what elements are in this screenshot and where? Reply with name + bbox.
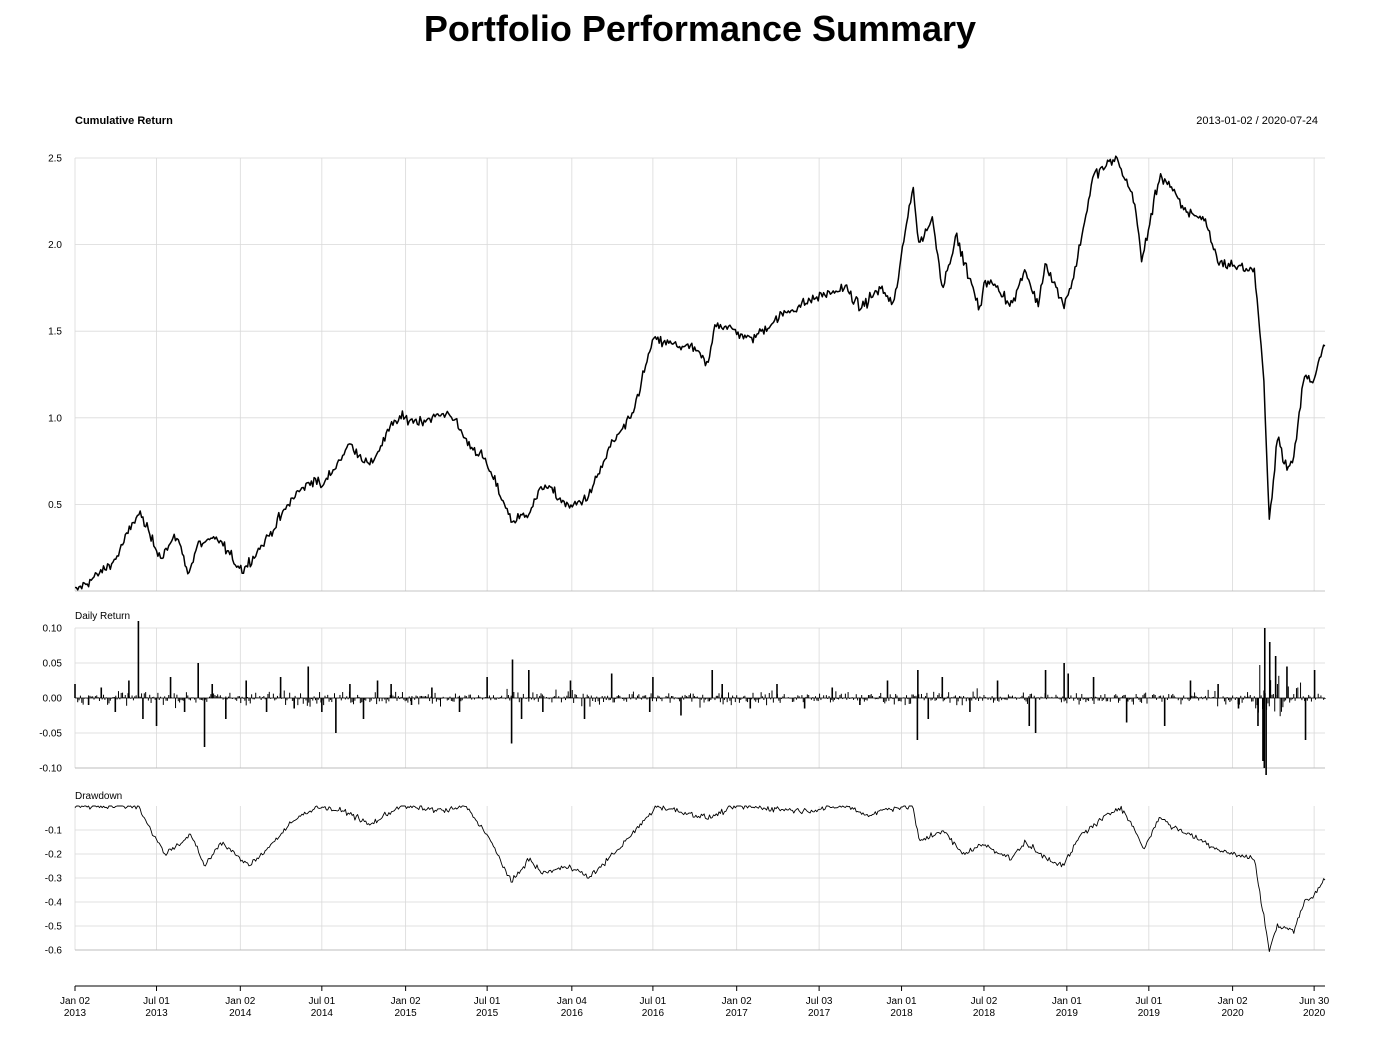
- x-tick-label-date: Jan 01: [1052, 996, 1082, 1007]
- date-range-label: 2013-01-02 / 2020-07-24: [1196, 115, 1318, 127]
- x-tick-label-year: 2013: [64, 1008, 87, 1019]
- x-tick-label-date: Jul 01: [308, 996, 335, 1007]
- x-tick-label-date: Jun 30: [1299, 996, 1329, 1007]
- x-tick-label-date: Jan 04: [557, 996, 587, 1007]
- x-tick-label-date: Jul 01: [1135, 996, 1162, 1007]
- drawdown-ytick-label: -0.6: [45, 946, 63, 957]
- drawdown-ytick-label: -0.5: [45, 922, 63, 933]
- x-tick-label-year: 2018: [973, 1008, 996, 1019]
- x-tick-label-year: 2018: [890, 1008, 913, 1019]
- grid-layer: [74, 157, 1325, 951]
- x-tick-label-year: 2019: [1138, 1008, 1161, 1019]
- x-tick-label-year: 2016: [642, 1008, 665, 1019]
- daily-return-title: Daily Return: [75, 611, 130, 622]
- x-tick-label-date: Jul 02: [971, 996, 998, 1007]
- x-tick-label-year: 2017: [726, 1008, 749, 1019]
- cumulative-return-ytick-label: 2.0: [48, 240, 62, 251]
- x-tick-label-year: 2020: [1221, 1008, 1244, 1019]
- daily-return-ytick-label: 0.00: [43, 694, 63, 705]
- x-tick-label-year: 2014: [229, 1008, 252, 1019]
- chart-main-title: Portfolio Performance Summary: [423, 8, 977, 49]
- x-tick-label-year: 2019: [1056, 1008, 1079, 1019]
- axes-layer: 0.5 1.0 1.5 2.0 2.5 0.10 0.05 0.00 -0.05 -0.10 -0.…: [39, 154, 1329, 1020]
- x-tick-label-year: 2016: [561, 1008, 584, 1019]
- drawdown-ytick-label: -0.1: [45, 826, 63, 837]
- drawdown-series-line: [74, 805, 1326, 953]
- x-tick-label-date: Jul 01: [143, 996, 170, 1007]
- x-tick-label-year: 2020: [1303, 1008, 1326, 1019]
- drawdown-ytick-label: -0.2: [45, 850, 63, 861]
- x-tick-label-year: 2013: [145, 1008, 168, 1019]
- x-tick-label-date: Jan 02: [60, 996, 90, 1007]
- x-tick-label-date: Jul 01: [640, 996, 667, 1007]
- x-tick-label-date: Jan 01: [887, 996, 917, 1007]
- cumulative-return-ytick-label: 2.5: [48, 154, 62, 165]
- cumulative-return-title: Cumulative Return: [75, 115, 173, 127]
- x-tick-label-year: 2014: [311, 1008, 334, 1019]
- x-tick-label-date: Jul 01: [474, 996, 501, 1007]
- data-layer: [74, 155, 1326, 953]
- x-tick-label-date: Jan 02: [1218, 996, 1248, 1007]
- cumulative-return-ytick-label: 0.5: [48, 500, 62, 511]
- x-tick-label-year: 2015: [394, 1008, 417, 1019]
- x-tick-label-year: 2015: [476, 1008, 499, 1019]
- x-tick-label-date: Jan 02: [225, 996, 255, 1007]
- drawdown-ytick-label: -0.3: [45, 874, 63, 885]
- cumulative-return-ytick-label: 1.0: [48, 413, 62, 424]
- cumulative-return-ytick-label: 1.5: [48, 327, 62, 338]
- x-tick-label-date: Jan 02: [391, 996, 421, 1007]
- x-tick-label-year: 2017: [808, 1008, 831, 1019]
- daily-return-ytick-label: 0.10: [43, 624, 63, 635]
- x-tick-label-date: Jan 02: [722, 996, 752, 1007]
- drawdown-title: Drawdown: [75, 791, 122, 802]
- daily-return-ytick-label: -0.05: [39, 729, 62, 740]
- daily-return-ytick-label: -0.10: [39, 764, 62, 775]
- cumulative-return-series-line: [74, 155, 1326, 591]
- x-tick-label-date: Jul 03: [806, 996, 833, 1007]
- drawdown-ytick-label: -0.4: [45, 898, 63, 909]
- daily-return-ytick-label: 0.05: [43, 659, 63, 670]
